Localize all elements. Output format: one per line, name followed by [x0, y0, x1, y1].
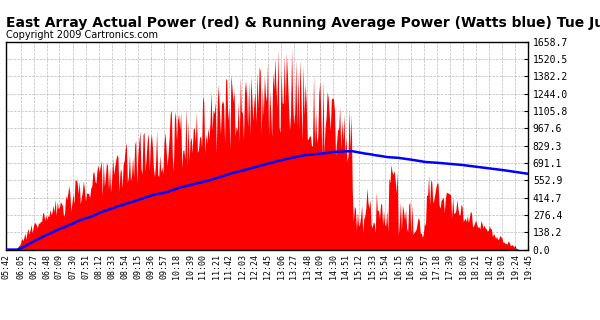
Text: Copyright 2009 Cartronics.com: Copyright 2009 Cartronics.com: [6, 29, 158, 39]
Text: East Array Actual Power (red) & Running Average Power (Watts blue) Tue Jul 28 20: East Array Actual Power (red) & Running …: [6, 16, 600, 30]
